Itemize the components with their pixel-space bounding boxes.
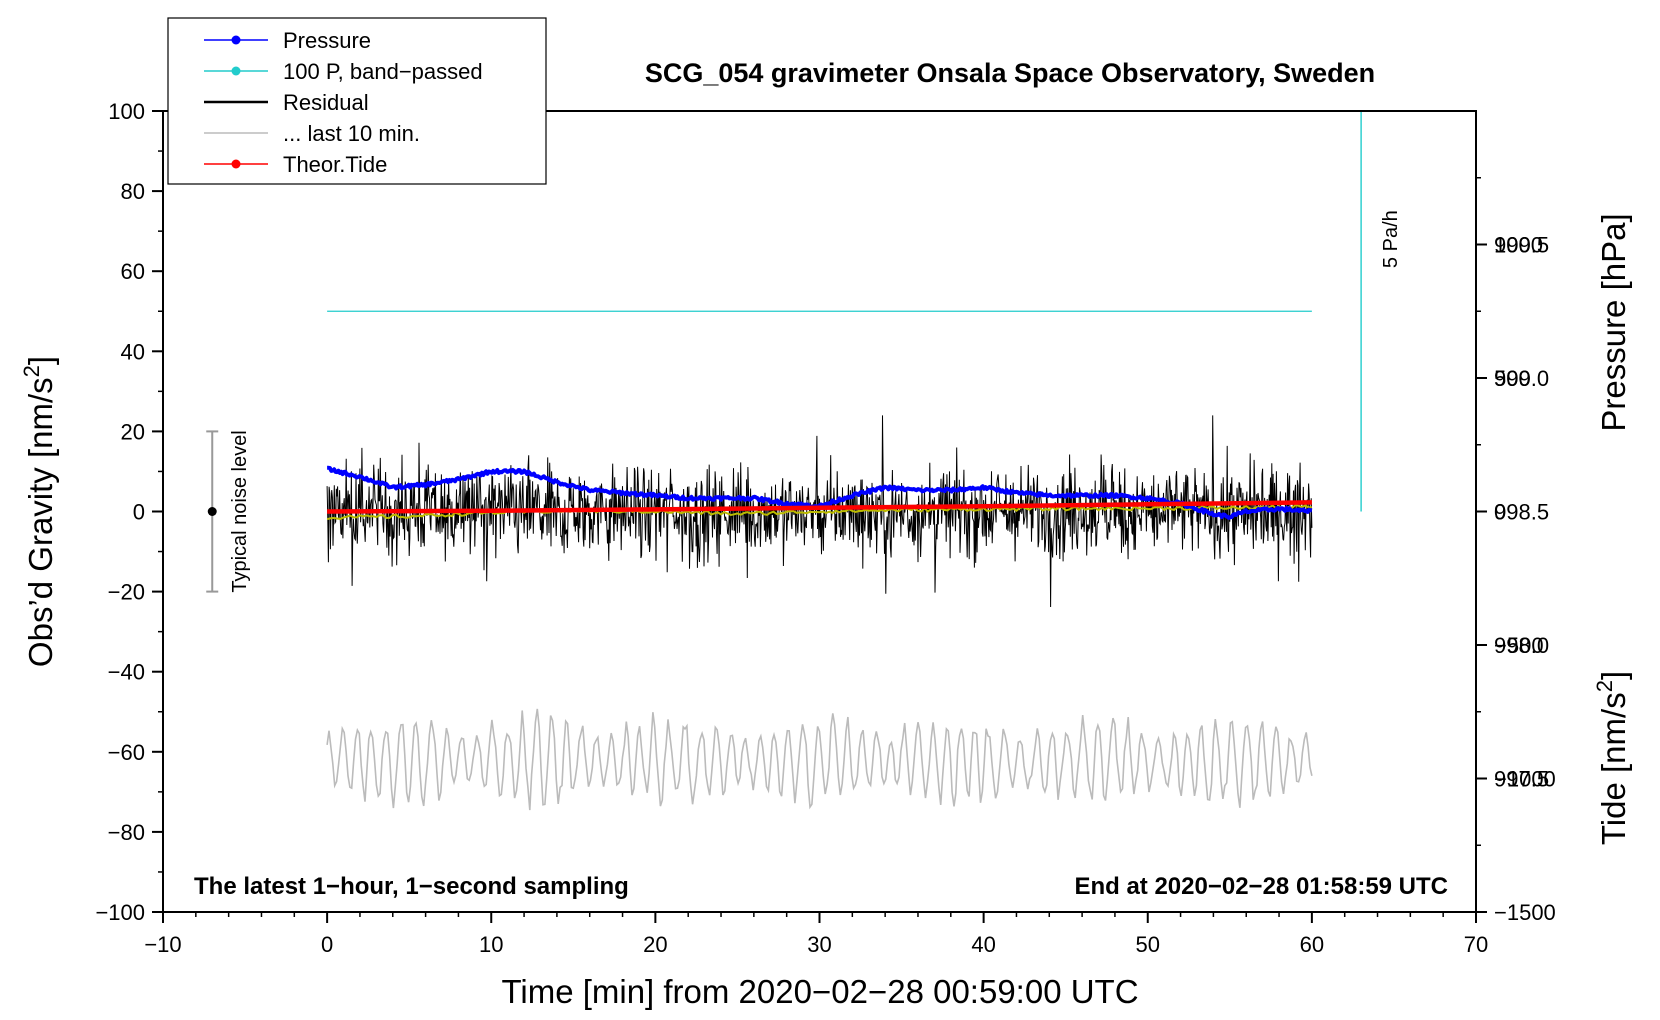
y-tick-label-7: −40 <box>108 660 145 685</box>
y-tick-label-2: 60 <box>121 259 145 284</box>
pressure-tick-label-0: 999.5 <box>1494 233 1549 258</box>
y-tick-label-4: 20 <box>121 419 145 444</box>
pressure-tick-label-4: 997.5 <box>1494 767 1549 792</box>
tide-axis-title-sup: 2 <box>1592 680 1617 692</box>
y-tick-label-6: −20 <box>108 580 145 605</box>
chart-title: SCG_054 gravimeter Onsala Space Observat… <box>645 58 1375 88</box>
legend-label-2: Residual <box>283 90 369 115</box>
legend-label-4: Theor.Tide <box>283 152 387 177</box>
tide-axis-title: Tide [nm/s2] <box>1592 671 1632 845</box>
pressure-tick-label-2: 998.5 <box>1494 500 1549 525</box>
y-tick-label-8: −60 <box>108 740 145 765</box>
data-layer <box>206 111 1362 811</box>
legend-marker-0 <box>231 35 241 45</box>
sampling-note: The latest 1−hour, 1−second sampling <box>194 873 629 900</box>
y-axis-title-main: Obs’d Gravity [nm/s <box>22 377 59 667</box>
noise-bar-center-dot <box>207 507 217 516</box>
noise-level-label: Typical noise level <box>229 430 251 592</box>
x-tick-label-7: 60 <box>1300 932 1324 957</box>
y-tick-label-9: −80 <box>108 820 145 845</box>
x-axis-title: Time [min] from 2020−02−28 00:59:00 UTC <box>501 973 1138 1010</box>
rate-label: 5 Pa/h <box>1380 210 1402 268</box>
legend: Pressure 100 P, band−passed Residual ... la… <box>167 17 547 185</box>
legend-label-1: 100 P, band−passed <box>283 59 483 84</box>
y-tick-label-1: 80 <box>121 179 145 204</box>
end-time-note: End at 2020−02−28 01:58:59 UTC <box>1074 873 1448 900</box>
axes-layer: −10 0 10 20 30 40 50 60 70100806040200−20−40−60−… <box>95 99 1555 957</box>
x-tick-label-4: 30 <box>807 932 831 957</box>
x-tick-label-1: 0 <box>321 932 333 957</box>
x-tick-label-0: −10 <box>144 932 181 957</box>
x-tick-label-3: 20 <box>643 932 667 957</box>
pressure-tick-label-1: 999.0 <box>1494 366 1549 391</box>
y-axis-title: Obs’d Gravity [nm/s2] <box>19 356 59 667</box>
tide-series-line <box>327 500 1312 514</box>
tide-tick-label-3: −500 <box>1494 633 1544 658</box>
legend-marker-1 <box>231 66 241 76</box>
y-axis-title-end: ] <box>22 356 59 365</box>
legend-label-3: ... last 10 min. <box>283 121 420 146</box>
tide-axis-title-main: Tide [nm/s <box>1595 692 1632 845</box>
tide-tick-label-0: 1000 <box>1494 233 1543 258</box>
last10-series-line <box>326 708 1313 811</box>
legend-marker-4 <box>231 159 241 169</box>
tide-tick-label-2: 0 <box>1494 500 1506 525</box>
y-axis-title-sup: 2 <box>19 365 44 377</box>
x-tick-label-8: 70 <box>1464 932 1488 957</box>
tide-tick-label-4: −1000 <box>1494 767 1556 792</box>
y-tick-label-5: 0 <box>133 500 145 525</box>
x-tick-label-2: 10 <box>479 932 503 957</box>
pressure-tick-label-3: 998.0 <box>1494 633 1549 658</box>
tide-axis-title-end: ] <box>1595 671 1632 680</box>
x-tick-label-6: 50 <box>1136 932 1160 957</box>
pressure-axis-title: Pressure [hPa] <box>1595 213 1632 431</box>
y-tick-label-0: 100 <box>108 99 145 124</box>
y-tick-label-10: −100 <box>95 900 145 925</box>
pressure-series-line <box>326 465 1313 520</box>
x-tick-label-5: 40 <box>971 932 995 957</box>
legend-label-0: Pressure <box>283 28 371 53</box>
y-tick-label-3: 40 <box>121 339 145 364</box>
tide-tick-label-5: −1500 <box>1494 900 1556 925</box>
tide-tick-label-1: 500 <box>1494 366 1531 391</box>
